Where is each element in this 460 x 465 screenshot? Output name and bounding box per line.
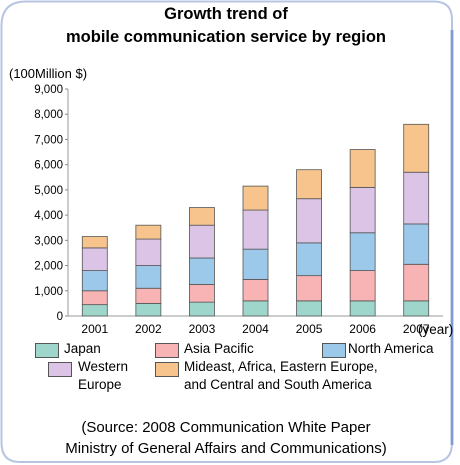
source-line1: (Source: 2008 Communication White Paper bbox=[81, 419, 371, 436]
bar-segment bbox=[242, 209, 269, 250]
bar-segment bbox=[81, 247, 108, 271]
legend-swatch-asia-pacific bbox=[155, 343, 179, 358]
y-tick-label: 1,000 bbox=[34, 286, 63, 298]
bar-segment bbox=[135, 224, 162, 240]
bar-segment bbox=[135, 287, 162, 304]
legend-swatch-north-america bbox=[322, 343, 346, 358]
bar-segment bbox=[296, 275, 322, 302]
bar-segment bbox=[296, 242, 322, 277]
x-axis-unit-label: (year) bbox=[418, 322, 453, 337]
source-line2: Ministry of General Affairs and Communic… bbox=[65, 440, 387, 457]
legend-label-western-europe-1: Western bbox=[78, 359, 129, 374]
bar-segment bbox=[296, 169, 322, 200]
y-tick-label: 4,000 bbox=[34, 210, 63, 222]
bar-segment bbox=[242, 248, 269, 280]
bar-segment bbox=[403, 223, 430, 265]
bar-segment bbox=[189, 284, 215, 303]
bar-segment bbox=[296, 198, 322, 244]
x-tick-label: 2002 bbox=[135, 322, 162, 336]
bar-segment bbox=[403, 263, 430, 302]
x-tick-label: 2006 bbox=[349, 322, 376, 336]
y-tick-label: 9,000 bbox=[34, 84, 63, 96]
bar-segment bbox=[135, 238, 162, 266]
legend-label-japan: Japan bbox=[64, 341, 101, 356]
bar-segment bbox=[81, 270, 108, 292]
legend-swatch-mideast bbox=[155, 362, 179, 377]
bar-segment bbox=[349, 149, 376, 188]
bar-segment bbox=[403, 123, 430, 173]
bar-segment bbox=[189, 207, 215, 226]
legend-label-mideast-2: and Central and South America bbox=[184, 377, 372, 392]
bar-segment bbox=[81, 304, 108, 317]
y-tick-label: 6,000 bbox=[34, 160, 63, 172]
legend-label-western-europe-2: Europe bbox=[78, 377, 122, 392]
legend-swatch-western-europe bbox=[48, 362, 72, 377]
x-tick-label: 2004 bbox=[242, 322, 269, 336]
bar-segment bbox=[349, 270, 376, 302]
legend-label-mideast-1: Mideast, Africa, Eastern Europe, bbox=[184, 359, 378, 374]
bar-segment bbox=[81, 236, 108, 249]
bar-segment bbox=[403, 171, 430, 225]
bar-segment bbox=[242, 185, 269, 211]
bar-segment bbox=[242, 279, 269, 302]
x-tick-label: 2003 bbox=[189, 322, 216, 336]
bar-segment bbox=[296, 300, 322, 317]
bar-segment bbox=[403, 300, 430, 317]
y-tick-label: 7,000 bbox=[34, 134, 63, 146]
y-tick-label: 5,000 bbox=[34, 185, 63, 197]
bar-segment bbox=[349, 232, 376, 271]
y-tick-label: 3,000 bbox=[34, 235, 63, 247]
bar-segment bbox=[349, 300, 376, 317]
bar-segment bbox=[81, 290, 108, 306]
legend-label-asia-pacific: Asia Pacific bbox=[184, 341, 254, 356]
y-tick-label: 0 bbox=[57, 311, 63, 323]
bar-segment bbox=[135, 265, 162, 289]
y-tick-label: 2,000 bbox=[34, 261, 63, 273]
bar-segment bbox=[189, 257, 215, 285]
chart-title-line1: Growth trend of bbox=[164, 5, 288, 23]
legend-label-north-america: North America bbox=[348, 341, 434, 356]
bar-segment bbox=[349, 186, 376, 234]
x-tick-label: 2007 bbox=[403, 322, 430, 336]
bar-segment bbox=[189, 224, 215, 259]
chart-title-line2: mobile communication service by region bbox=[65, 28, 386, 46]
y-tick-label: 8,000 bbox=[34, 109, 63, 121]
bar-segment bbox=[242, 300, 269, 317]
legend-swatch-japan bbox=[35, 343, 59, 358]
bar-segment bbox=[135, 302, 162, 317]
y-axis-unit-label: (100Million $) bbox=[9, 66, 88, 81]
x-tick-label: 2005 bbox=[296, 322, 323, 336]
bar-segment bbox=[189, 301, 215, 317]
x-tick-label: 2001 bbox=[81, 322, 108, 336]
